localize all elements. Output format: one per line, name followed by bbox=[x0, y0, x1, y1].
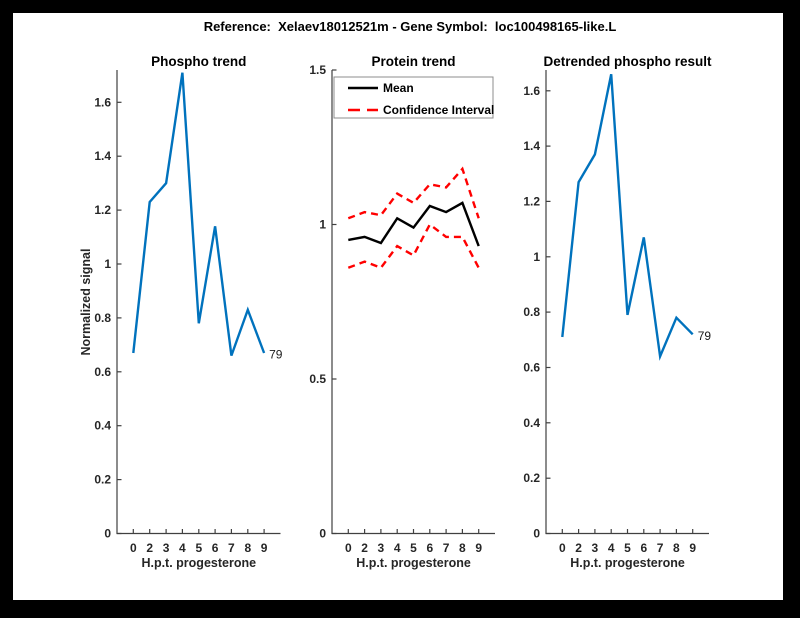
x-tick-label: 7 bbox=[228, 541, 235, 555]
y-tick-label: 0.8 bbox=[94, 311, 111, 325]
x-tick-label: 9 bbox=[475, 541, 482, 555]
series-line-confidence-interval-lower bbox=[347, 222, 480, 270]
x-tick-label: 3 bbox=[163, 541, 170, 555]
x-tick-label: 2 bbox=[361, 541, 368, 555]
x-tick-label: 0 bbox=[130, 541, 137, 555]
x-tick-label: 7 bbox=[657, 541, 664, 555]
y-tick-label: 0.4 bbox=[94, 419, 111, 433]
x-tick-label: 4 bbox=[179, 541, 186, 555]
x-tick-label: 7 bbox=[443, 541, 450, 555]
legend-label: Mean bbox=[383, 81, 414, 95]
x-tick-label: 5 bbox=[624, 541, 631, 555]
x-tick-label: 3 bbox=[592, 541, 599, 555]
y-tick-label: 0.6 bbox=[523, 361, 540, 375]
x-tick-label: 2 bbox=[146, 541, 153, 555]
x-tick-label: 9 bbox=[689, 541, 696, 555]
y-tick-label: 0.5 bbox=[309, 372, 326, 386]
subplot-title: Detrended phospho result bbox=[543, 54, 712, 69]
subplot-title: Phospho trend bbox=[151, 54, 246, 69]
y-tick-label: 1.4 bbox=[523, 139, 540, 153]
x-tick-label: 8 bbox=[244, 541, 251, 555]
x-tick-label: 0 bbox=[559, 541, 566, 555]
x-tick-label: 4 bbox=[608, 541, 615, 555]
y-tick-label: 1.6 bbox=[94, 95, 111, 109]
x-tick-label: 0 bbox=[345, 541, 352, 555]
series-line-phospho-signal bbox=[132, 72, 266, 357]
x-tick-label: 5 bbox=[195, 541, 202, 555]
legend-label: Confidence Interval bbox=[383, 103, 494, 117]
x-tick-label: 5 bbox=[410, 541, 417, 555]
y-tick-label: 0.2 bbox=[94, 473, 111, 487]
y-tick-label: 1 bbox=[104, 257, 111, 271]
x-tick-label: 8 bbox=[673, 541, 680, 555]
subplot-1: 00.20.40.60.811.21.41.60 2 3 4 5 6 7 8 9Phospho … bbox=[79, 54, 283, 570]
x-tick-label: 2 bbox=[575, 541, 582, 555]
x-tick-label: 6 bbox=[426, 541, 433, 555]
series-end-annotation: 79 bbox=[269, 348, 283, 362]
y-tick-label: 1.6 bbox=[523, 84, 540, 98]
y-tick-label: 1.2 bbox=[523, 194, 540, 208]
subplot-title: Protein trend bbox=[371, 54, 455, 69]
y-tick-label: 0 bbox=[104, 527, 111, 541]
series-line-confidence-interval-upper bbox=[347, 166, 480, 220]
subplot-3: 00.20.40.60.811.21.41.60 2 3 4 5 6 7 8 9Detrende… bbox=[523, 54, 712, 570]
legend-box bbox=[333, 76, 494, 119]
series-line-mean bbox=[348, 201, 480, 247]
series-line-detrended-phospho-signal bbox=[561, 73, 694, 361]
y-tick-label: 0 bbox=[319, 527, 326, 541]
x-tick-label: 9 bbox=[261, 541, 268, 555]
y-tick-label: 1 bbox=[319, 218, 326, 232]
x-tick-label: 3 bbox=[378, 541, 385, 555]
y-tick-label: 1 bbox=[533, 250, 540, 264]
x-tick-label: 6 bbox=[640, 541, 647, 555]
x-tick-label: 8 bbox=[459, 541, 466, 555]
y-tick-label: 1.4 bbox=[94, 149, 111, 163]
figure-title: Reference: Xelaev18012521m - Gene Symbol… bbox=[204, 19, 617, 34]
x-tick-label: 4 bbox=[394, 541, 401, 555]
y-tick-label: 1.5 bbox=[309, 63, 326, 77]
y-tick-label: 0.2 bbox=[523, 471, 540, 485]
x-axis-label: H.p.t. progesterone bbox=[141, 556, 256, 570]
x-axis-label: H.p.t. progesterone bbox=[570, 556, 685, 570]
y-tick-label: 0.8 bbox=[523, 305, 540, 319]
y-tick-label: 1.2 bbox=[94, 203, 111, 217]
x-axis-label: H.p.t. progesterone bbox=[356, 556, 471, 570]
series-end-annotation: 79 bbox=[698, 329, 712, 343]
y-tick-label: 0.4 bbox=[523, 416, 540, 430]
subplots-group: 00.20.40.60.811.21.41.60 2 3 4 5 6 7 8 9Phospho … bbox=[79, 54, 712, 570]
y-tick-label: 0.6 bbox=[94, 365, 111, 379]
x-tick-label: 6 bbox=[212, 541, 219, 555]
y-axis-label: Normalized signal bbox=[79, 249, 93, 356]
y-tick-label: 0 bbox=[533, 527, 540, 541]
